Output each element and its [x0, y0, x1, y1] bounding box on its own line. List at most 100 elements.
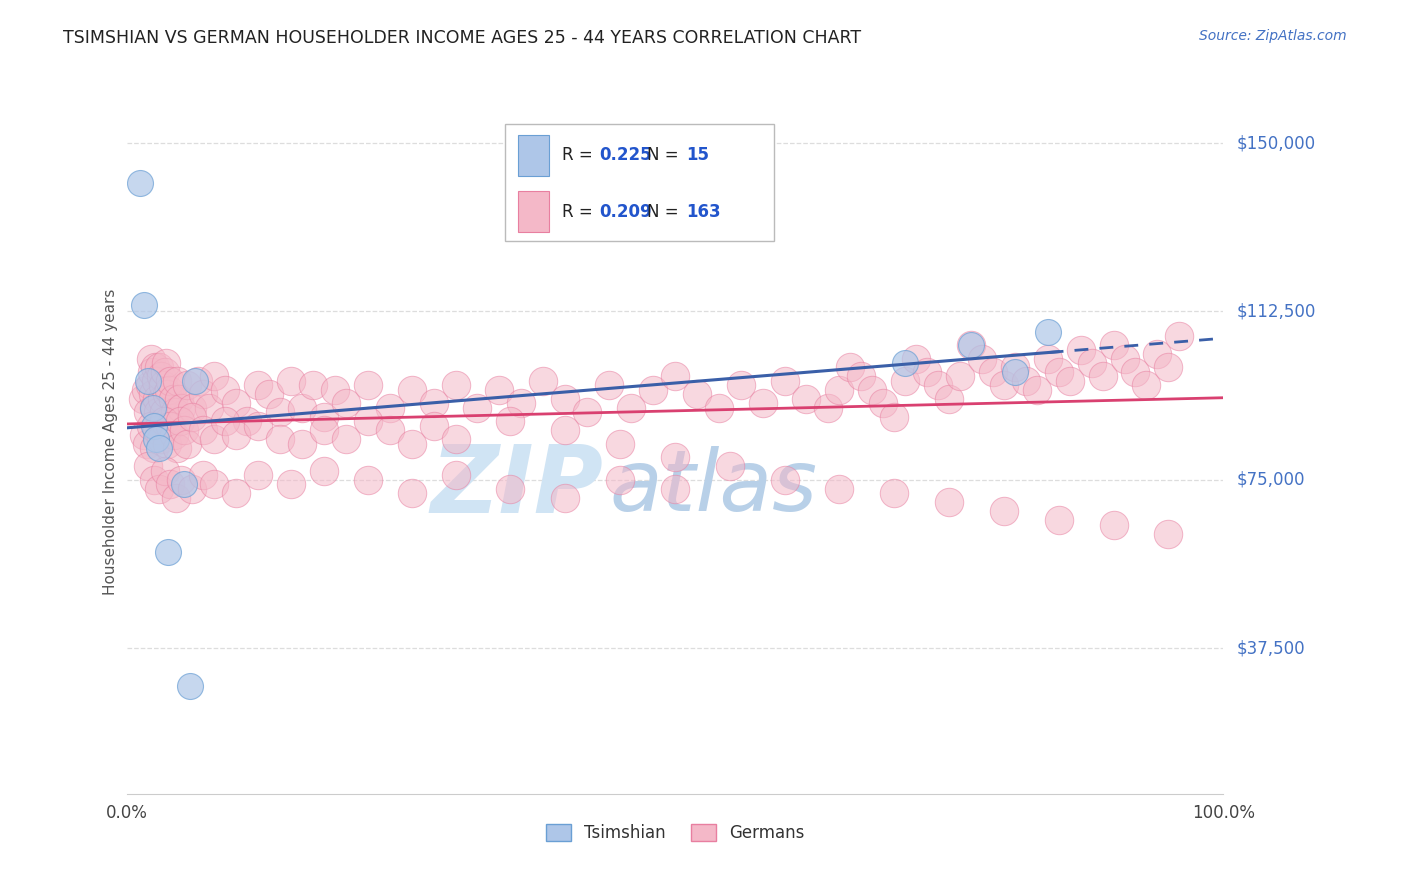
Point [291, 401, 314, 415]
Point [1114, 351, 1136, 366]
Point [150, 392, 173, 406]
Point [444, 432, 467, 446]
Text: 0.209: 0.209 [599, 202, 652, 221]
Point [839, 360, 862, 375]
Point [401, 486, 423, 500]
Point [554, 491, 576, 505]
Point [1102, 517, 1125, 532]
Point [883, 486, 905, 500]
Point [169, 414, 191, 428]
Point [257, 387, 280, 401]
Point [664, 369, 686, 384]
Point [236, 414, 259, 428]
Point [860, 383, 883, 397]
Point [247, 468, 270, 483]
Point [148, 482, 170, 496]
Point [202, 477, 225, 491]
Point [357, 473, 380, 487]
Point [159, 418, 181, 433]
Point [166, 442, 188, 456]
Point [132, 392, 155, 406]
Text: N =: N = [648, 146, 685, 164]
Point [1004, 365, 1026, 379]
Point [576, 405, 599, 419]
Point [202, 369, 225, 384]
Point [197, 401, 219, 415]
Point [444, 378, 467, 392]
Point [894, 374, 917, 388]
Point [510, 396, 533, 410]
Point [142, 387, 165, 401]
Point [949, 369, 972, 384]
Point [1091, 369, 1114, 384]
Point [312, 409, 335, 424]
Text: 163: 163 [686, 202, 720, 221]
FancyBboxPatch shape [505, 124, 773, 241]
Point [312, 423, 335, 437]
Point [193, 423, 215, 437]
Text: atlas: atlas [609, 446, 817, 529]
Point [157, 544, 180, 558]
Point [269, 405, 291, 419]
Point [166, 374, 188, 388]
Point [609, 437, 631, 451]
Point [193, 387, 215, 401]
Point [167, 392, 190, 406]
Point [302, 378, 325, 392]
Point [1125, 365, 1147, 379]
Point [187, 374, 209, 388]
Point [730, 378, 752, 392]
Point [335, 396, 357, 410]
Point [938, 495, 960, 509]
Point [1146, 347, 1168, 361]
Point [1070, 343, 1092, 357]
Point [138, 374, 160, 388]
Point [143, 442, 166, 456]
Point [554, 423, 576, 437]
Point [1004, 360, 1026, 375]
Point [357, 378, 380, 392]
Point [499, 414, 522, 428]
Point [156, 437, 179, 451]
Point [247, 378, 270, 392]
Point [193, 468, 215, 483]
Text: ZIP: ZIP [430, 442, 603, 533]
Point [1168, 329, 1191, 343]
Point [143, 418, 166, 433]
Point [291, 437, 314, 451]
Point [225, 396, 247, 410]
Point [170, 473, 193, 487]
Point [828, 482, 851, 496]
Point [132, 298, 155, 312]
Point [993, 504, 1015, 518]
Point [467, 401, 489, 415]
Text: 0.225: 0.225 [599, 146, 652, 164]
Point [149, 432, 172, 446]
Text: $37,500: $37,500 [1237, 639, 1306, 657]
Point [148, 442, 170, 456]
Point [796, 392, 818, 406]
Point [135, 383, 157, 397]
Point [138, 405, 160, 419]
Point [894, 356, 917, 370]
Y-axis label: Householder Income Ages 25 - 44 years: Householder Income Ages 25 - 44 years [103, 288, 118, 595]
Point [1102, 338, 1125, 352]
Point [641, 383, 664, 397]
Point [145, 374, 167, 388]
Point [202, 432, 225, 446]
Point [915, 365, 938, 379]
Text: 15: 15 [686, 146, 709, 164]
Point [1015, 374, 1038, 388]
Point [401, 383, 423, 397]
Point [173, 423, 195, 437]
Point [499, 482, 522, 496]
Point [247, 418, 270, 433]
Point [1080, 356, 1102, 370]
Point [422, 418, 444, 433]
Point [1036, 351, 1059, 366]
Point [970, 351, 993, 366]
Point [280, 374, 302, 388]
Point [1157, 360, 1180, 375]
Point [817, 401, 839, 415]
Text: R =: R = [562, 202, 598, 221]
